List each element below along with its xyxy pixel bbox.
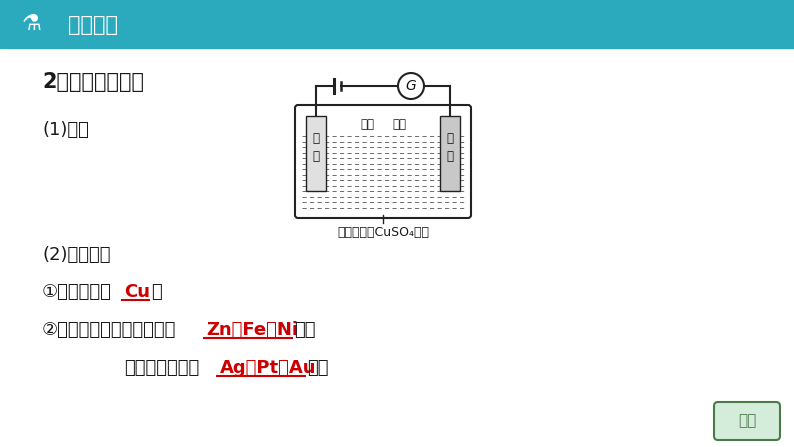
Circle shape: [398, 73, 424, 99]
Text: 阳极: 阳极: [392, 118, 406, 131]
Text: 粗: 粗: [446, 131, 453, 144]
Text: Zn、Fe、Ni: Zn、Fe、Ni: [206, 321, 298, 339]
Text: ②杂质金属：比铜活泼的有: ②杂质金属：比铜活泼的有: [42, 321, 176, 339]
Text: 阴极: 阴极: [360, 118, 374, 131]
FancyBboxPatch shape: [714, 402, 780, 440]
Text: 2．铜的电解精炼: 2．铜的电解精炼: [42, 72, 144, 92]
Text: ①主要成分：: ①主要成分：: [42, 283, 112, 301]
Text: 等。: 等。: [294, 321, 315, 339]
Text: 纯: 纯: [313, 131, 319, 144]
Text: Ag、Pt、Au: Ag、Pt、Au: [219, 359, 316, 377]
Text: 铜: 铜: [313, 149, 319, 163]
FancyBboxPatch shape: [295, 105, 471, 218]
Bar: [306, 116, 326, 191]
Text: Cu: Cu: [124, 283, 150, 301]
Text: ⚗: ⚗: [22, 14, 42, 34]
Text: 。: 。: [151, 283, 161, 301]
Bar: [0, 0, 794, 48]
Text: 铜: 铜: [446, 149, 453, 163]
Text: 比铜不活泼的有: 比铜不活泼的有: [124, 359, 199, 377]
Text: G: G: [406, 79, 416, 93]
Text: (1)装置: (1)装置: [42, 121, 89, 139]
Text: 答案: 答案: [738, 413, 756, 429]
Bar: [440, 116, 460, 191]
Text: 等。: 等。: [307, 359, 329, 377]
Text: (2)粗铜成分: (2)粗铜成分: [42, 246, 110, 264]
Text: 基础认识: 基础认识: [68, 15, 118, 35]
Text: 硫酸酸化的CuSO₄溶液: 硫酸酸化的CuSO₄溶液: [337, 227, 429, 240]
